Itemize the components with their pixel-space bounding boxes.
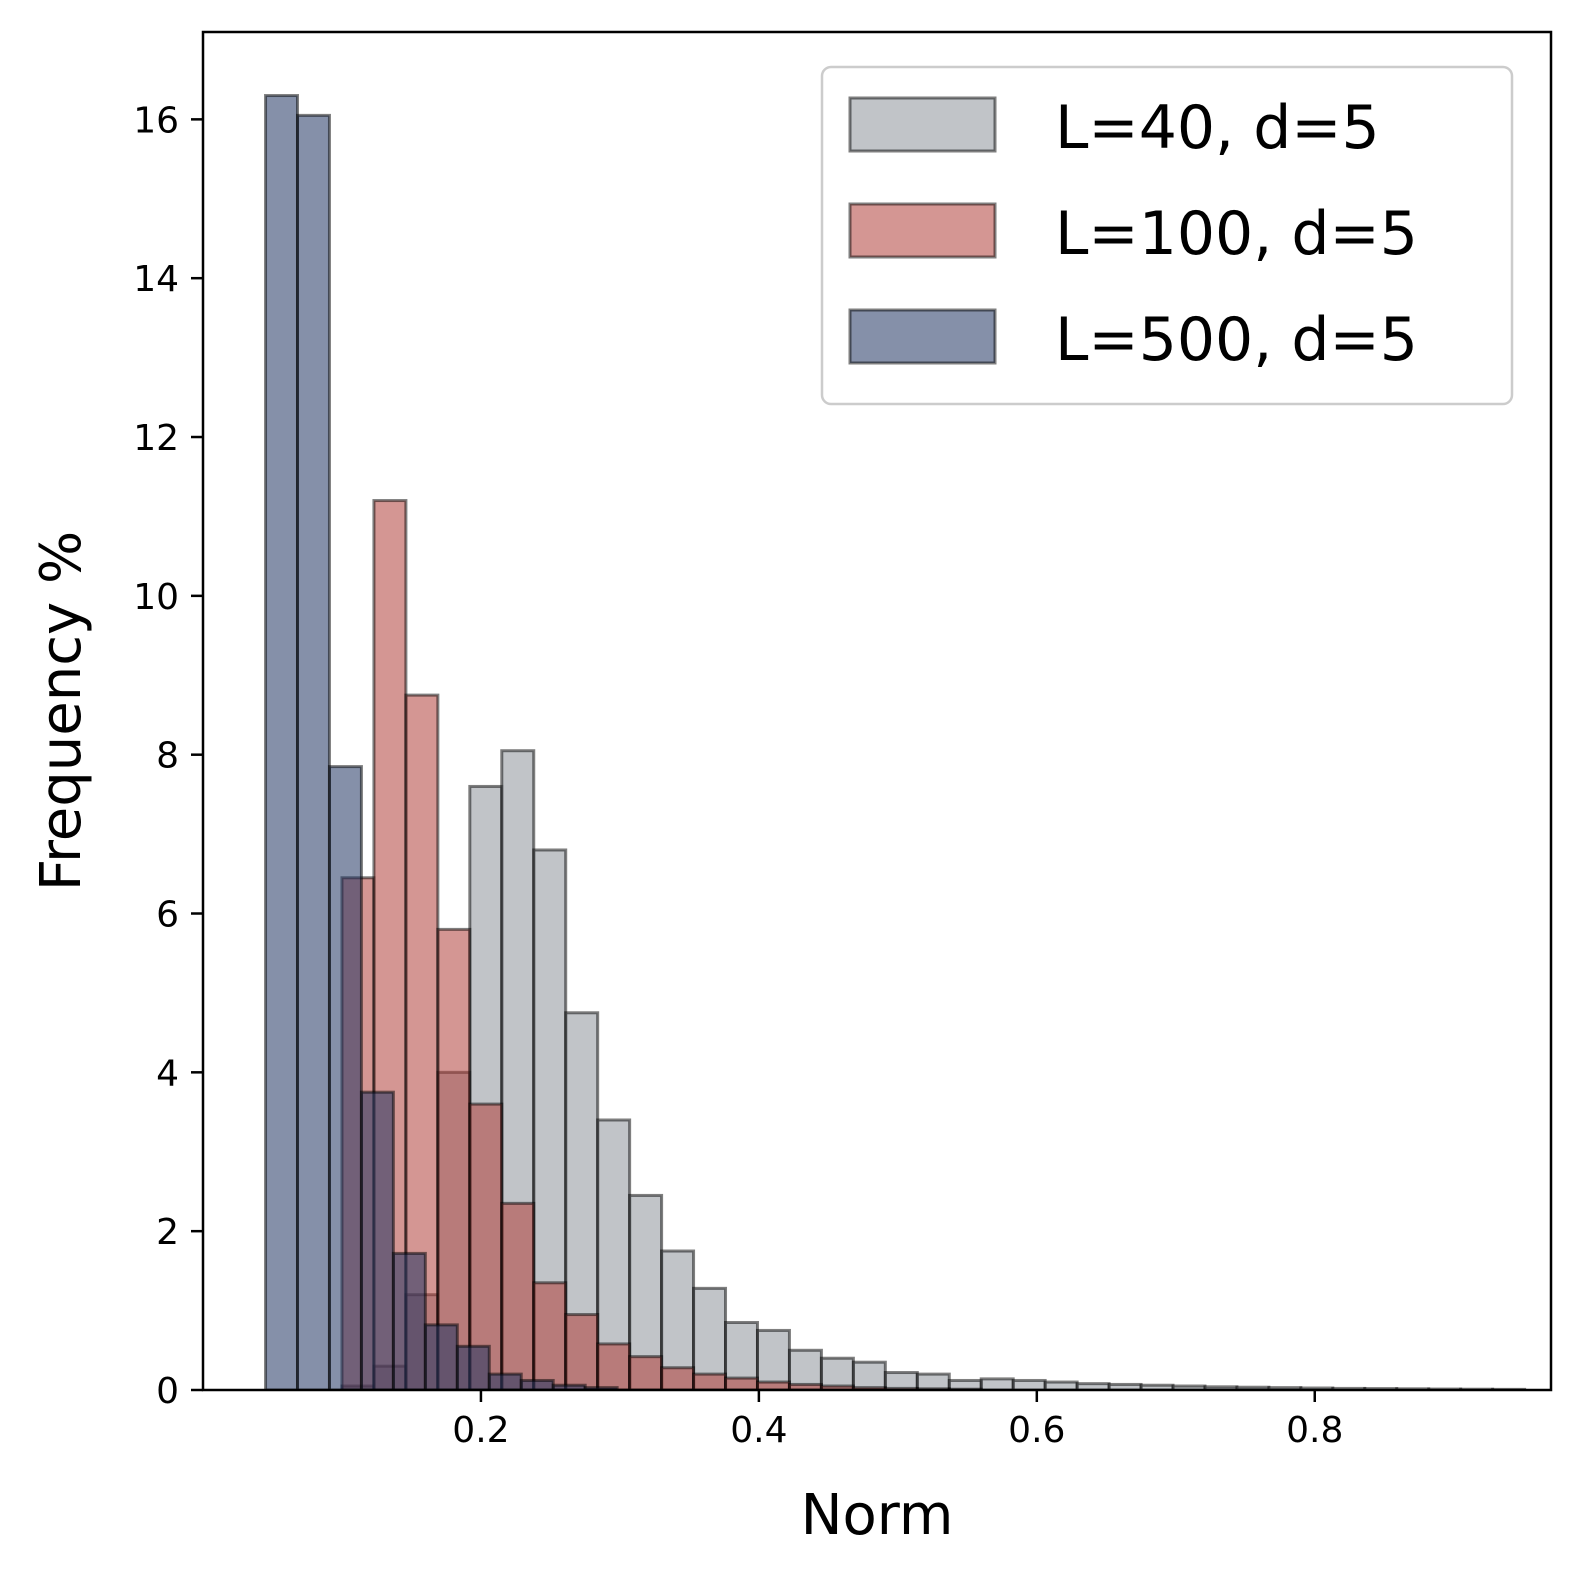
y-tick-label: 4 [156,1053,179,1094]
y-axis-title: Frequency % [29,531,94,891]
histogram-bar [295,113,331,1390]
y-tick-label: 2 [156,1212,179,1253]
histogram-bar [628,1355,664,1390]
y-tick-label: 8 [156,736,179,777]
histogram-bar [327,765,363,1390]
histogram-bar [851,1360,887,1390]
legend-label-l40: L=40, d=5 [1055,93,1380,163]
histogram-bar [692,1372,728,1390]
histogram-bar [532,1281,568,1390]
legend-label-l100: L=100, d=5 [1055,199,1418,269]
x-tick-label: 0.8 [1286,1410,1343,1451]
y-tick-label: 12 [133,418,179,459]
histogram-bar [979,1377,1015,1390]
plot-frame [201,30,1553,1392]
y-tick-label: 14 [133,259,179,300]
legend-swatch-l100 [848,202,997,259]
y-tick-label: 16 [133,100,179,141]
histogram-bar [1011,1378,1047,1390]
y-tick-label: 6 [156,895,179,936]
y-tick-label: 0 [156,1371,179,1412]
y-tick-label: 10 [133,577,179,618]
legend-swatch-l40 [848,96,997,153]
histogram-bar [391,1251,427,1390]
histogram-bar [423,1323,459,1390]
series-3 [264,94,619,1390]
legend-label-l500: L=500, d=5 [1055,305,1418,375]
histogram-bar [724,1376,759,1390]
x-tick-label: 0.2 [452,1410,509,1451]
histogram-bar [660,1366,696,1390]
x-tick-label: 0.6 [1008,1410,1065,1451]
histogram-bar [455,1344,491,1390]
legend-swatch-l500 [848,308,997,365]
x-axis-title: Norm [801,1483,954,1548]
histogram-bar [264,94,299,1390]
histogram-bar [519,1378,555,1390]
histogram-bar [468,1102,504,1390]
histogram-bar [596,1342,632,1390]
histogram-bar [487,1372,523,1390]
x-tick-label: 0.4 [730,1410,787,1451]
histogram-bar [436,927,472,1390]
histogram-bar [500,1201,536,1390]
histogram-bar [564,1313,600,1390]
histogram-bar [359,1090,395,1390]
legend: L=40, d=5 L=100, d=5 L=500, d=5 [820,65,1514,406]
